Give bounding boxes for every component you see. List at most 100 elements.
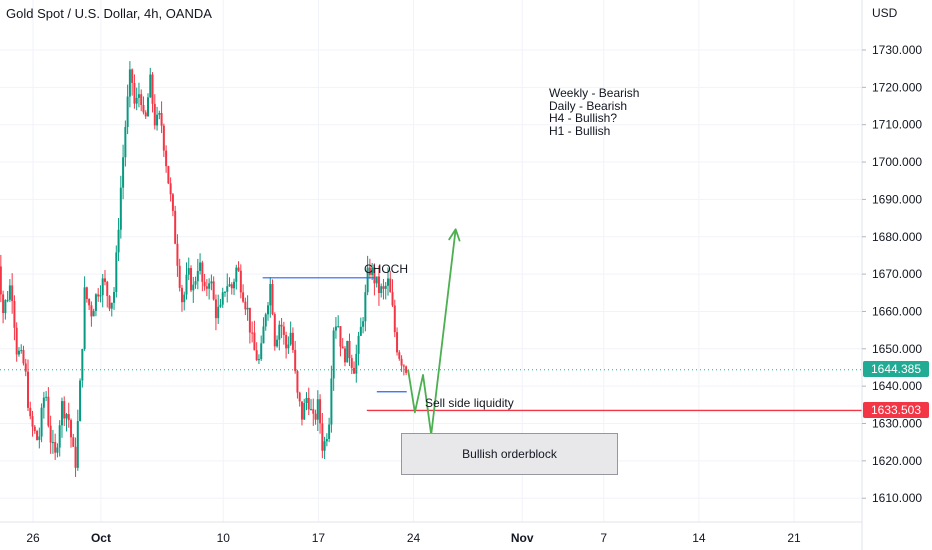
- candle-body: [328, 424, 331, 440]
- candle-body: [99, 295, 102, 297]
- candle-body: [398, 352, 401, 359]
- candle-body: [402, 365, 405, 367]
- candle-body: [210, 281, 213, 284]
- candle-body: [113, 292, 116, 303]
- candle-body: [122, 157, 125, 188]
- price-axis: 1610.000 1620.000 1630.000 1640.000 1650.000…: [861, 0, 922, 550]
- candle-body: [298, 392, 301, 402]
- candle-body: [208, 283, 211, 289]
- candle-body: [201, 262, 204, 282]
- candle-body: [6, 299, 9, 301]
- candle-body: [221, 292, 224, 305]
- candle-body: [257, 359, 260, 361]
- level-price-tag: 1633.503: [863, 402, 929, 418]
- candle-body: [380, 286, 383, 294]
- price-tick-label: 1640.000: [872, 379, 922, 393]
- candle-body: [242, 292, 245, 302]
- candle-body: [248, 307, 251, 333]
- candle-body: [11, 285, 14, 302]
- candle-body: [212, 281, 215, 300]
- candlesticks: [0, 61, 408, 477]
- candle-body: [285, 334, 288, 349]
- bullish-orderblock-box[interactable]: Bullish orderblock: [401, 433, 618, 475]
- candle-body: [13, 301, 16, 328]
- time-axis: 26 Oct 10 17 24 Nov 7 14 21: [0, 521, 862, 545]
- candle-body: [273, 314, 276, 347]
- sell-side-liquidity-label[interactable]: Sell side liquidity: [425, 396, 514, 410]
- candle-body: [228, 284, 231, 287]
- candle-body: [255, 350, 258, 361]
- candle-body: [251, 332, 254, 334]
- candle-body: [108, 296, 111, 309]
- candle-body: [323, 441, 326, 451]
- candle-body: [196, 270, 199, 282]
- projection-arrowhead: [448, 228, 461, 242]
- bias-notes[interactable]: Weekly - Bearish Daily - Bearish H4 - Bu…: [549, 87, 639, 137]
- candle-body: [187, 268, 190, 275]
- candle-body: [103, 278, 106, 282]
- candle-body: [319, 399, 322, 424]
- candle-body: [42, 397, 45, 408]
- candle-body: [348, 340, 351, 359]
- candle-body: [307, 397, 310, 410]
- candle-body: [199, 262, 202, 271]
- candle-body: [115, 252, 118, 293]
- time-tick-label: 17: [312, 531, 326, 545]
- price-tick-label: 1700.000: [872, 155, 922, 169]
- candle-body: [144, 112, 147, 117]
- candle-body: [217, 306, 220, 319]
- candle-body: [314, 413, 317, 420]
- candle-body: [119, 187, 122, 230]
- candle-body: [260, 343, 263, 360]
- candle-body: [33, 426, 36, 431]
- candle-body: [140, 94, 143, 106]
- candle-body: [396, 332, 399, 353]
- candle-body: [88, 299, 91, 306]
- choch-label[interactable]: CHOCH: [364, 262, 408, 276]
- candle-body: [303, 403, 306, 420]
- note-h1: H1 - Bullish: [549, 123, 611, 138]
- candle-body: [389, 278, 392, 293]
- candle-body: [169, 183, 172, 195]
- candle-body: [339, 326, 342, 347]
- candle-body: [294, 349, 297, 372]
- candle-body: [341, 346, 344, 349]
- candle-body: [269, 284, 272, 306]
- candle-body: [244, 301, 247, 310]
- candle-body: [214, 299, 217, 319]
- projection-path: [407, 229, 457, 436]
- candle-body: [253, 332, 256, 351]
- time-tick-label: 21: [787, 531, 801, 545]
- candle-body: [58, 425, 61, 448]
- candle-body: [124, 126, 127, 158]
- candle-body: [368, 267, 371, 275]
- candle-body: [97, 294, 100, 297]
- candle-body: [79, 380, 82, 422]
- candle-body: [128, 69, 131, 97]
- candle-body: [391, 292, 394, 306]
- candle-body: [167, 166, 170, 184]
- currency-label: USD: [872, 6, 898, 20]
- candle-body: [332, 330, 335, 379]
- candle-body: [126, 96, 129, 127]
- candle-body: [310, 409, 313, 411]
- candle-body: [174, 210, 177, 244]
- candle-body: [4, 300, 7, 314]
- price-tick-label: 1680.000: [872, 230, 922, 244]
- time-tick-label: Oct: [91, 531, 111, 545]
- candle-body: [147, 97, 150, 117]
- candle-body: [235, 267, 238, 282]
- candle-body: [366, 267, 369, 293]
- price-tick-label: 1660.000: [872, 304, 922, 318]
- candle-body: [280, 324, 283, 327]
- candle-body: [137, 94, 140, 98]
- chart-annotations: [0, 228, 862, 436]
- candle-body: [190, 268, 193, 291]
- price-tick-label: 1710.000: [872, 118, 922, 132]
- candle-body: [160, 113, 163, 126]
- candle-body: [67, 414, 70, 421]
- candle-body: [38, 436, 41, 440]
- candle-body: [180, 287, 183, 303]
- candle-body: [312, 409, 315, 414]
